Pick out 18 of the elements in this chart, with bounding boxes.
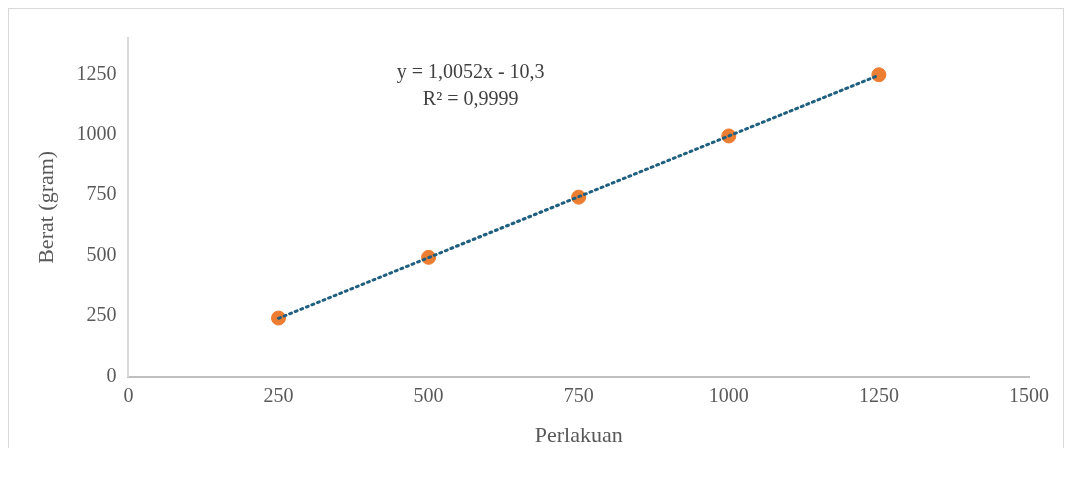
y-tick-label: 250 — [86, 303, 117, 326]
annotation: R² = 0,9999 — [422, 87, 519, 110]
y-axis-title: Berat (gram) — [32, 150, 58, 264]
y-tick-label: 500 — [86, 242, 117, 265]
annotation: y = 1,0052x - 10,3 — [396, 60, 545, 84]
x-axis-title: Perlakuan — [534, 421, 623, 447]
x-tick-label: 750 — [563, 383, 594, 406]
y-tick-label: 750 — [86, 182, 117, 205]
x-tick-label: 1500 — [1009, 383, 1049, 406]
y-tick-label: 1000 — [76, 121, 117, 144]
x-tick-label: 250 — [263, 383, 294, 406]
x-tick-label: 500 — [413, 383, 444, 406]
y-tick-label: 0 — [106, 363, 117, 386]
x-tick-label: 0 — [123, 383, 134, 406]
y-tick-label: 1250 — [76, 61, 117, 84]
x-tick-label: 1250 — [858, 383, 899, 406]
point — [871, 67, 887, 83]
x-tick-label: 1000 — [708, 383, 749, 406]
